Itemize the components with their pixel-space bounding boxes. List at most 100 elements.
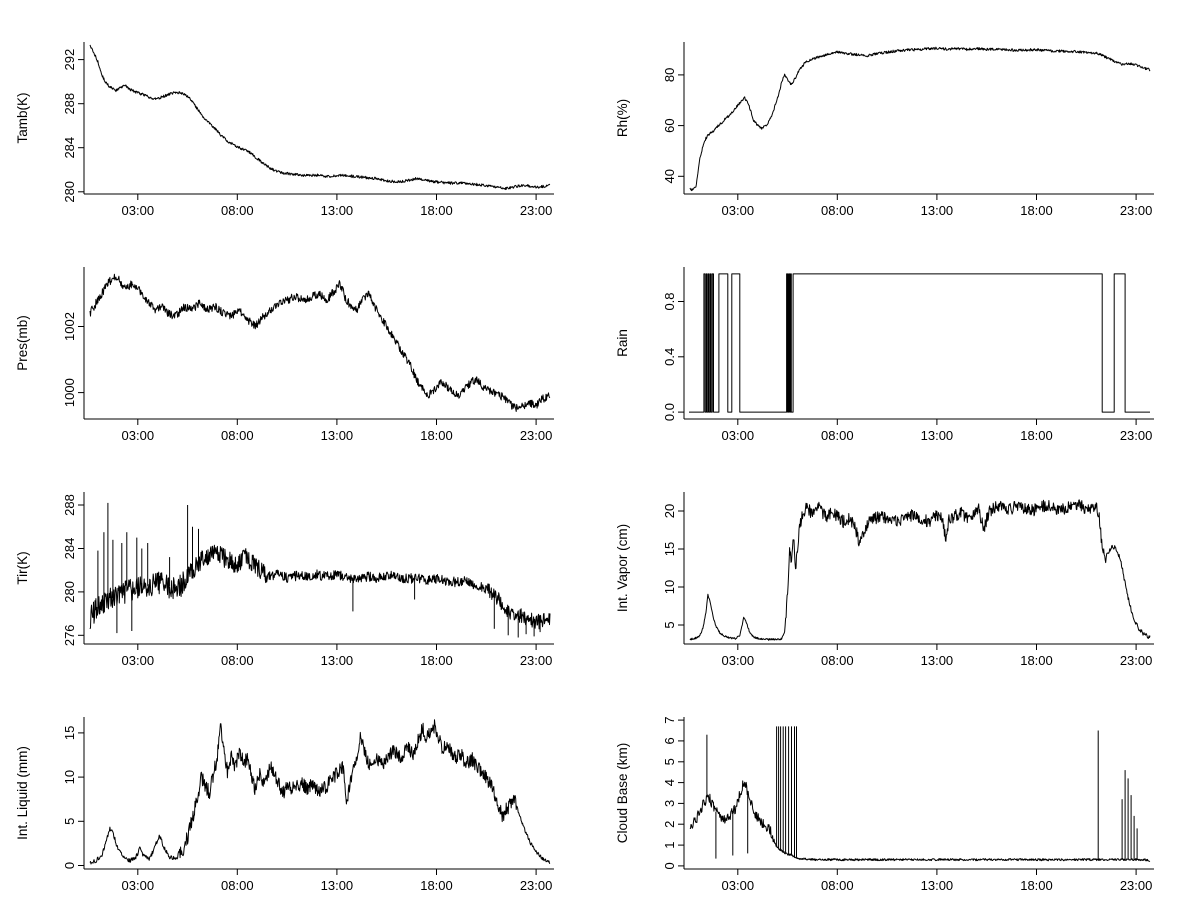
x-tick-label: 18:00 <box>420 203 453 218</box>
series-line <box>689 273 1150 413</box>
x-tick-label: 03:00 <box>722 203 755 218</box>
series-line <box>689 499 1151 641</box>
series-line <box>689 46 1151 192</box>
chart-canvas: 40 60 80 03:00 08:00 13:00 18:00 23:00 Rh(%) <box>615 42 1154 218</box>
chart-canvas: 276 280 284 288 03:00 08:00 13:00 18:00 23:00 Tir… <box>15 492 554 668</box>
chart-pres: 1000 1002 03:00 08:00 13:00 18:00 23:00 Pres(mb… <box>0 225 600 450</box>
x-tick-label: 18:00 <box>420 653 453 668</box>
chart-canvas: 1000 1002 03:00 08:00 13:00 18:00 23:00 Pres(mb… <box>15 267 554 443</box>
y-tick-label: 288 <box>62 494 77 516</box>
x-tick-label: 18:00 <box>420 878 453 893</box>
x-tick-label: 03:00 <box>722 878 755 893</box>
chart-tir: 276 280 284 288 03:00 08:00 13:00 18:00 23:00 Tir… <box>0 450 600 675</box>
x-tick-label: 03:00 <box>122 203 155 218</box>
chart-int-vapor: 5 10 15 20 03:00 08:00 13:00 18:00 23:00 Int. Vap… <box>600 450 1200 675</box>
y-tick-label: 0 <box>662 862 677 869</box>
y-tick-label: 60 <box>662 118 677 132</box>
y-tick-label: 288 <box>62 93 77 115</box>
y-tick-label: 0.4 <box>662 348 677 366</box>
y-tick-label: 2 <box>662 821 677 828</box>
y-tick-label: 10 <box>662 580 677 594</box>
y-tick-label: 1000 <box>62 378 77 407</box>
y-tick-label: 3 <box>662 800 677 807</box>
x-tick-label: 08:00 <box>821 653 854 668</box>
y-axis-label: Tamb(K) <box>15 92 30 143</box>
y-axis-label: Rain <box>615 329 630 357</box>
y-axis-label: Pres(mb) <box>15 315 30 371</box>
y-tick-label: 292 <box>62 49 77 71</box>
x-tick-label: 13:00 <box>921 878 954 893</box>
y-tick-label: 1 <box>662 841 677 848</box>
series-line <box>89 719 551 865</box>
series-line <box>89 44 551 191</box>
y-axis-label: Tir(K) <box>15 551 30 584</box>
y-tick-label: 5 <box>662 758 677 765</box>
series-line <box>89 273 551 412</box>
y-tick-label: 40 <box>662 169 677 183</box>
x-tick-label: 23:00 <box>520 878 553 893</box>
x-tick-label: 08:00 <box>821 428 854 443</box>
y-tick-label: 0 <box>62 862 77 869</box>
x-tick-label: 03:00 <box>122 653 155 668</box>
x-tick-label: 08:00 <box>221 878 254 893</box>
x-tick-label: 13:00 <box>321 428 354 443</box>
x-tick-label: 08:00 <box>821 878 854 893</box>
y-axis-label: Cloud Base (km) <box>615 743 630 844</box>
x-tick-label: 23:00 <box>520 653 553 668</box>
x-tick-label: 08:00 <box>221 203 254 218</box>
x-tick-label: 23:00 <box>1120 428 1153 443</box>
chart-canvas: 0 5 10 15 03:00 08:00 13:00 18:00 23:00 Int. Liqu… <box>15 717 554 893</box>
x-tick-label: 23:00 <box>1120 878 1153 893</box>
y-tick-label: 1002 <box>62 312 77 341</box>
chart-int-liquid: 0 5 10 15 03:00 08:00 13:00 18:00 23:00 Int. Liqu… <box>0 675 600 900</box>
y-tick-label: 276 <box>62 624 77 646</box>
y-tick-label: 20 <box>662 504 677 518</box>
x-tick-label: 08:00 <box>221 428 254 443</box>
y-tick-label: 7 <box>662 716 677 723</box>
y-tick-label: 15 <box>662 542 677 556</box>
x-tick-label: 03:00 <box>122 428 155 443</box>
x-tick-label: 23:00 <box>1120 653 1153 668</box>
y-tick-label: 5 <box>662 621 677 628</box>
y-tick-label: 284 <box>62 137 77 159</box>
x-tick-label: 23:00 <box>1120 203 1153 218</box>
y-tick-label: 15 <box>62 726 77 740</box>
y-tick-label: 6 <box>662 737 677 744</box>
x-tick-label: 13:00 <box>321 653 354 668</box>
x-tick-label: 18:00 <box>1020 203 1053 218</box>
y-tick-label: 80 <box>662 68 677 82</box>
x-tick-label: 13:00 <box>321 878 354 893</box>
x-tick-label: 23:00 <box>520 428 553 443</box>
x-tick-label: 03:00 <box>122 878 155 893</box>
x-tick-label: 08:00 <box>821 203 854 218</box>
chart-canvas: 5 10 15 20 03:00 08:00 13:00 18:00 23:00 Int. Vap… <box>615 492 1154 668</box>
x-tick-label: 18:00 <box>1020 428 1053 443</box>
x-tick-label: 18:00 <box>1020 653 1053 668</box>
y-tick-label: 10 <box>62 770 77 784</box>
chart-canvas: 0 1 2 3 4 5 6 7 03:00 08:00 13:00 18:00 23:00 Cloud B… <box>615 716 1154 893</box>
y-axis-label: Int. Liquid (mm) <box>15 746 30 840</box>
chart-canvas: 280 284 288 292 03:00 08:00 13:00 18:00 23:00 Tam… <box>15 42 554 218</box>
y-axis-label: Int. Vapor (cm) <box>615 524 630 612</box>
x-tick-label: 08:00 <box>221 653 254 668</box>
x-tick-label: 13:00 <box>921 203 954 218</box>
chart-rain: 0.0 0.4 0.8 03:00 08:00 13:00 18:00 23:00 Rain <box>600 225 1200 450</box>
y-tick-label: 0.8 <box>662 292 677 310</box>
x-tick-label: 23:00 <box>520 203 553 218</box>
x-tick-label: 13:00 <box>321 203 354 218</box>
y-axis-label: Rh(%) <box>615 99 630 137</box>
chart-tamb: 280 284 288 292 03:00 08:00 13:00 18:00 23:00 Tam… <box>0 0 600 225</box>
x-tick-label: 03:00 <box>722 428 755 443</box>
chart-rh: 40 60 80 03:00 08:00 13:00 18:00 23:00 Rh(%) <box>600 0 1200 225</box>
x-tick-label: 13:00 <box>921 428 954 443</box>
x-tick-label: 18:00 <box>420 428 453 443</box>
x-tick-label: 03:00 <box>722 653 755 668</box>
y-tick-label: 0.0 <box>662 403 677 421</box>
series-line <box>89 544 551 630</box>
series-line <box>689 780 1151 862</box>
chart-cloud-base: 0 1 2 3 4 5 6 7 03:00 08:00 13:00 18:00 23:00 Cloud B… <box>600 675 1200 900</box>
y-tick-label: 284 <box>62 538 77 560</box>
y-tick-label: 280 <box>62 581 77 603</box>
